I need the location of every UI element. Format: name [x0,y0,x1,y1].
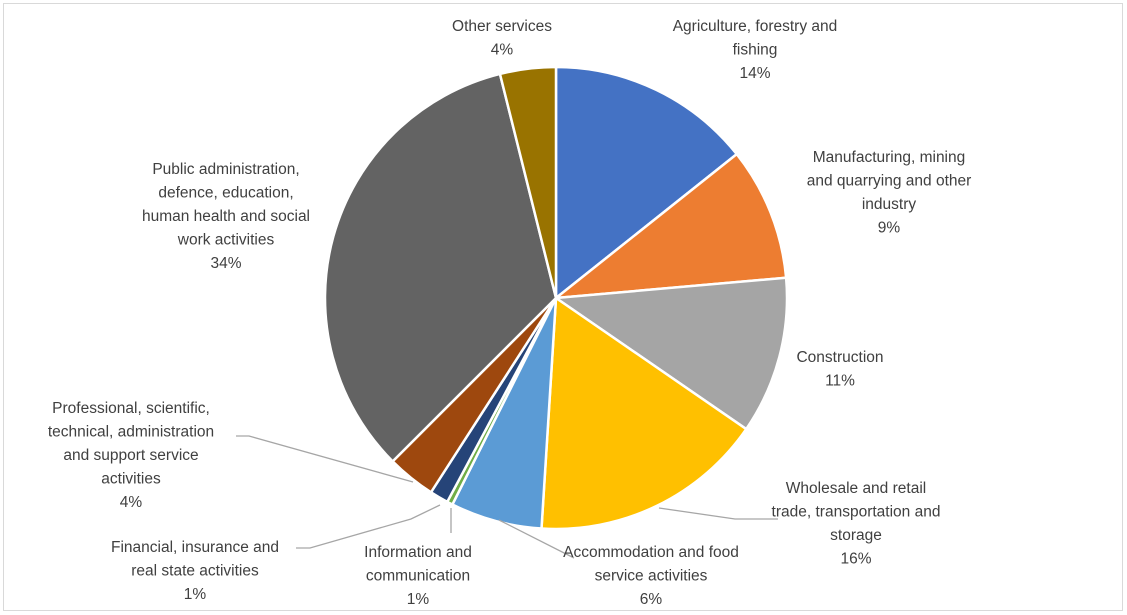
slice-name-line: trade, transportation and [772,504,941,521]
slice-name-line: Manufacturing, mining [813,149,966,166]
slice-name-line: and support service [63,447,198,464]
slice-percent: 1% [407,591,430,608]
slice-label-other-services: Other services 4% [452,18,552,59]
slice-label-professional-scientific-technical-admini: Professional, scientific, technical, admi… [48,400,214,511]
slice-name-line: industry [862,196,917,213]
pie-slice-public-administration-defence-education- [323,72,558,463]
slice-name-line: Professional, scientific, [52,400,210,417]
pie-slice-manufacturing-mining-and-quarrying-and-o [554,152,788,300]
leader-line-professional-scientific-technical-admini [236,435,414,483]
slice-percent: 6% [640,591,663,608]
slice-label-financial-insurance-and-real-state-activ: Financial, insurance and real state activ… [111,539,279,603]
slice-percent: 1% [184,586,207,603]
slice-name-line: fishing [733,42,778,59]
slice-name-line: storage [830,527,882,544]
pie-slice-other-services [498,65,558,300]
slice-label-construction: Construction 11% [796,349,883,390]
slice-name-line: defence, education, [158,185,293,202]
slice-percent: 16% [840,551,871,568]
slice-label-manufacturing-mining-and-quarrying-and-o: Manufacturing, mining and quarrying and o… [807,149,972,237]
slice-percent: 14% [739,65,770,82]
slice-percent: 4% [491,42,514,59]
slice-name-line: real state activities [131,563,259,580]
slice-name-line: Accommodation and food [563,544,739,561]
leader-line-accommodation-and-food-service-activitie [498,519,575,559]
slice-name-line: Agriculture, forestry and [673,18,838,35]
slice-label-wholesale-and-retail-trade-transportatio: Wholesale and retail trade, transportatio… [772,480,941,568]
slice-name-line: technical, administration [48,424,214,441]
slice-label-accommodation-and-food-service-activitie: Accommodation and food service activities… [563,544,739,608]
slice-percent: 34% [210,255,241,272]
slice-name-line: Other services [452,18,552,35]
slice-name-line: and quarrying and other [807,173,972,190]
slice-name-line: Public administration, [152,161,299,178]
leader-lines [236,435,778,559]
pie-slices [323,65,789,531]
pie-slice-construction [554,276,789,431]
leader-line-financial-insurance-and-real-state-activ [296,504,441,549]
slice-label-information-and-communication: Information and communication 1% [364,544,472,608]
slice-percent: 4% [120,494,143,511]
slice-name-line: activities [101,471,161,488]
slice-name-line: communication [366,568,470,585]
slice-name-line: work activities [177,232,275,249]
slice-name-line: Information and [364,544,472,561]
slice-percent: 9% [878,220,901,237]
pie-slice-agriculture-forestry-and-fishing [554,65,738,300]
slice-name-line: human health and social [142,208,310,225]
slice-label-public-administration-defence-education-: Public administration, defence, education… [142,161,310,272]
slice-name-line: Financial, insurance and [111,539,279,556]
slice-percent: 11% [825,373,855,390]
slice-name-line: Construction [796,349,883,366]
slice-label-agriculture-forestry-and-fishing: Agriculture, forestry and fishing 14% [673,18,838,82]
slice-name-line: service activities [595,568,708,585]
pie-slice-wholesale-and-retail-trade-transportatio [540,296,748,531]
slice-labels: Agriculture, forestry and fishing 14% Manuf… [48,18,971,608]
slice-name-line: Wholesale and retail [786,480,926,497]
leader-line-wholesale-and-retail-trade-transportatio [658,507,778,520]
